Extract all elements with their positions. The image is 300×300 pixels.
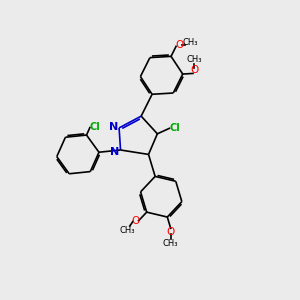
Text: O: O [131, 216, 139, 226]
Text: Cl: Cl [90, 122, 101, 132]
Text: O: O [190, 65, 199, 75]
Text: O: O [176, 40, 184, 50]
Text: N: N [109, 122, 119, 132]
Text: Cl: Cl [169, 123, 180, 133]
Text: N: N [110, 147, 119, 158]
Text: CH₃: CH₃ [182, 38, 198, 47]
Text: CH₃: CH₃ [163, 239, 178, 248]
Text: CH₃: CH₃ [187, 55, 202, 64]
Text: CH₃: CH₃ [120, 226, 135, 235]
Text: O: O [167, 227, 175, 237]
